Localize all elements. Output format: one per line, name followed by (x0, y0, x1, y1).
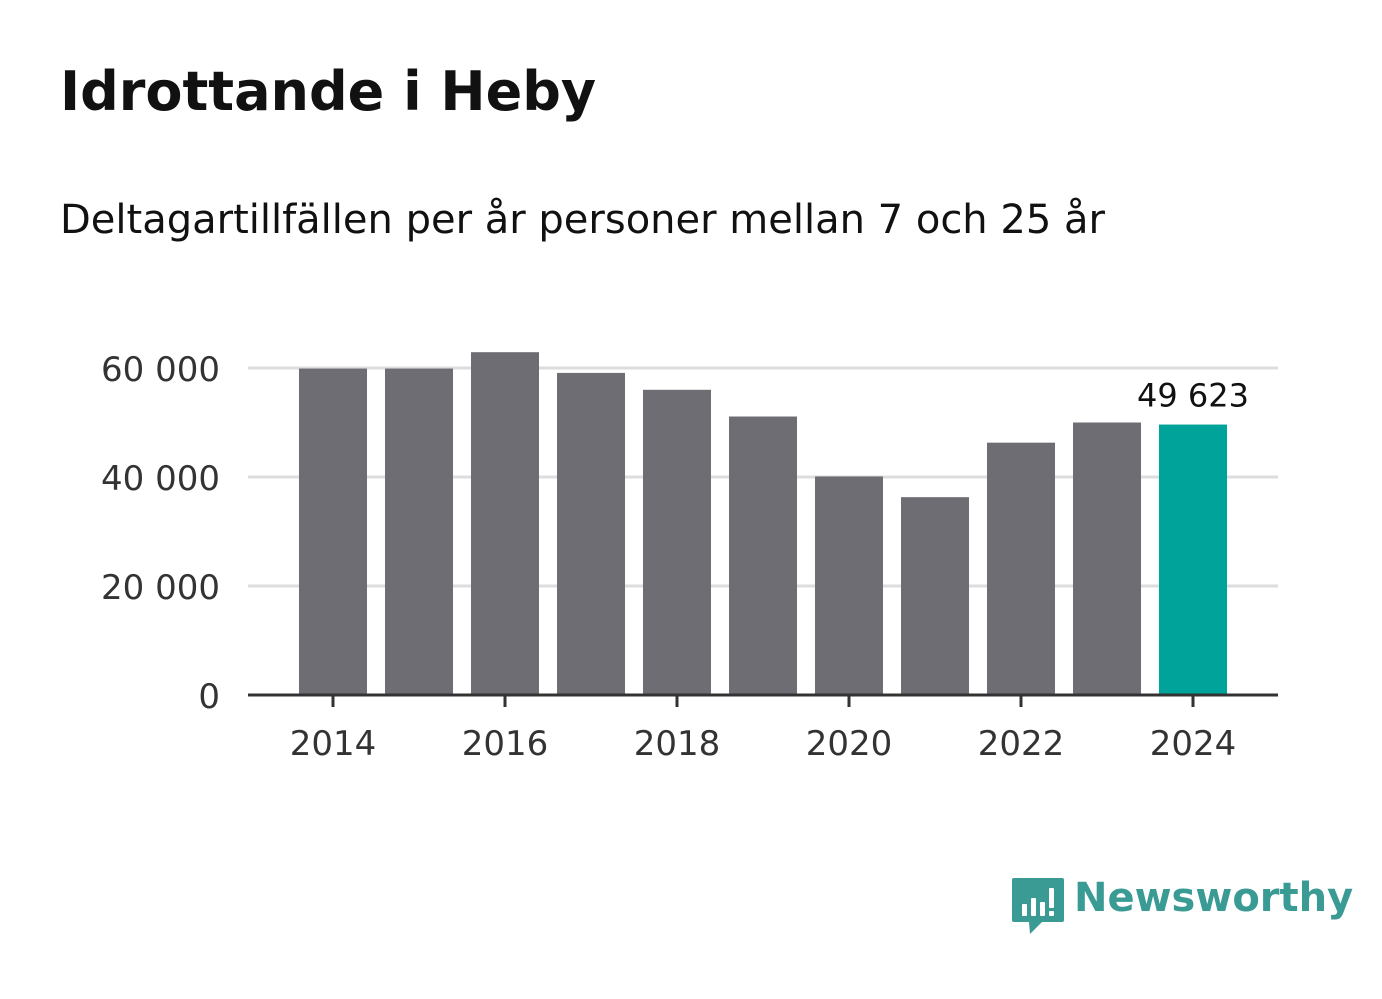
x-tick-label: 2024 (1150, 724, 1237, 764)
x-tick-label: 2016 (462, 724, 549, 764)
bar-2023 (1073, 422, 1141, 695)
x-tick-label: 2018 (634, 724, 721, 764)
data-label: 49 623 (1137, 377, 1249, 415)
bar-2018 (643, 389, 711, 695)
x-tick-label: 2020 (806, 724, 893, 764)
bar-2020 (815, 476, 883, 695)
chart-subtitle: Deltagartillfällen per år personer mella… (60, 197, 1105, 243)
brand-name: Newsworthy (1074, 875, 1354, 921)
chart-title: Idrottande i Heby (60, 60, 597, 123)
newsworthy-brand: Newsworthy (1010, 876, 1353, 940)
bar-2024 (1159, 424, 1227, 695)
bar-2022 (987, 442, 1055, 695)
x-tick-label: 2022 (978, 724, 1065, 764)
x-tick-label: 2014 (290, 724, 377, 764)
bar-2016 (471, 352, 539, 695)
bar-2014 (299, 368, 367, 695)
bar-2015 (385, 368, 453, 695)
bar-2017 (557, 372, 625, 695)
y-tick-label: 0 (198, 677, 220, 717)
bar-2021 (901, 497, 969, 695)
newsworthy-logo-icon (1012, 878, 1064, 934)
bar-2019 (729, 416, 797, 695)
y-tick-label: 40 000 (101, 459, 220, 499)
y-tick-label: 60 000 (101, 350, 220, 390)
y-tick-label: 20 000 (101, 568, 220, 608)
